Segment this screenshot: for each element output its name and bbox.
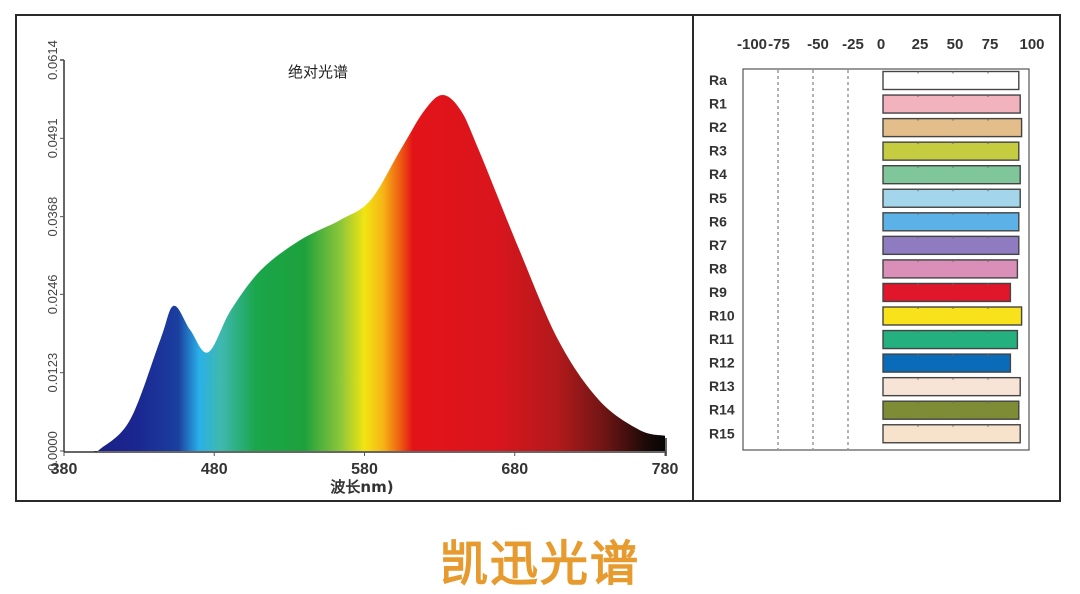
cri-bar-r15 <box>882 424 1021 444</box>
cri-bar-r1 <box>882 94 1021 114</box>
cri-label-r14: R14 <box>709 402 735 418</box>
cri-tick-label: -75 <box>768 36 790 53</box>
y-tick-label: 0.0491 <box>45 118 60 158</box>
cri-label-r8: R8 <box>709 260 727 276</box>
cri-bar-ra <box>882 70 1020 91</box>
cri-tick-label: 25 <box>912 36 929 53</box>
cri-tick-label: 0 <box>877 36 885 53</box>
cri-tick-label: 50 <box>947 36 964 53</box>
cri-bars: Ra R1 R2 R3 R4 R5 R6 R7 R8 R9 R10 R11 R12 R13 R14 R15 <box>709 70 1023 444</box>
x-tick-label: 680 <box>501 461 528 478</box>
cri-tick-label: -25 <box>842 36 864 53</box>
cri-label-r11: R11 <box>709 331 734 347</box>
cri-axis-ticks: -100 -75 -50 -25 0 25 50 75 100 <box>737 36 1045 53</box>
cri-tick-label: 100 <box>1019 36 1044 53</box>
cri-label-r10: R10 <box>709 308 735 324</box>
cri-bar-r8 <box>882 259 1019 279</box>
cri-label-r4: R4 <box>709 166 727 182</box>
brand-caption: 凯迅光谱 <box>439 536 640 592</box>
cri-bar-r3 <box>882 141 1020 161</box>
panel-divider <box>692 14 694 502</box>
cri-bar-r11 <box>882 329 1019 350</box>
y-tick-label: 0.0614 <box>45 40 60 80</box>
cri-label-r3: R3 <box>709 143 727 159</box>
x-axis-label: 波长nm) <box>330 478 393 496</box>
x-tick-label: 780 <box>652 461 679 478</box>
cri-tick-label: -50 <box>807 36 829 53</box>
cri-bar-r12 <box>882 353 1012 373</box>
spectrum-area <box>94 95 666 452</box>
y-tick-label: 0.0246 <box>45 274 60 314</box>
y-tick-label: 0.0123 <box>45 353 60 393</box>
cri-bar-r10 <box>882 306 1023 326</box>
cri-bar-r4 <box>882 164 1021 185</box>
cri-label-r9: R9 <box>709 284 727 300</box>
x-tick-label: 580 <box>351 461 378 478</box>
x-tick-label: 380 <box>51 461 78 478</box>
y-tick-label: 0.0368 <box>45 197 60 237</box>
spectrum-title: 绝对光谱 <box>288 63 348 81</box>
cri-bar-r13 <box>882 376 1021 397</box>
cri-bar-r14 <box>882 400 1020 420</box>
cri-label-r13: R13 <box>709 378 735 394</box>
cri-label-r12: R12 <box>709 355 735 371</box>
y-axis-ticks: 0.0000 0.0123 0.0246 0.0368 0.0491 0.0614 <box>45 40 64 471</box>
cri-label-ra: Ra <box>709 72 727 88</box>
cri-tick-label: -100 <box>737 36 767 53</box>
cri-label-r7: R7 <box>709 237 727 253</box>
cri-bar-r2 <box>882 117 1023 138</box>
cri-bar-r5 <box>882 188 1021 208</box>
x-tick-label: 480 <box>201 461 228 478</box>
cri-label-r5: R5 <box>709 190 727 206</box>
cri-bar-r9 <box>882 282 1012 303</box>
y-tick-label: 0.0000 <box>45 431 60 471</box>
cri-bar-r6 <box>882 212 1020 232</box>
cri-label-r1: R1 <box>709 96 727 112</box>
x-axis-ticks: 380 480 580 680 780 <box>51 452 679 478</box>
cri-label-r2: R2 <box>709 119 727 135</box>
cri-label-r15: R15 <box>709 425 735 441</box>
cri-bar-r7 <box>882 235 1020 256</box>
cri-tick-label: 75 <box>982 36 999 53</box>
cri-label-r6: R6 <box>709 213 727 229</box>
